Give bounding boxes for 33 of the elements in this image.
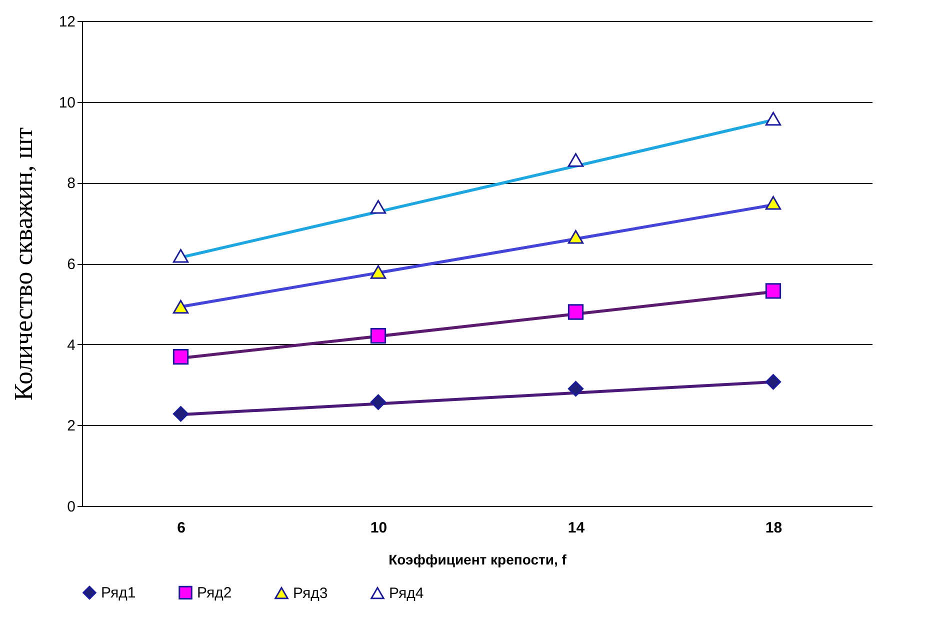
legend-label: Ряд1 (101, 584, 136, 602)
y-tick-label: 6 (67, 256, 76, 273)
legend-label: Ряд4 (389, 585, 424, 602)
point (568, 153, 584, 167)
y-axis-title: Количество скважин, шт (8, 127, 38, 401)
x-tick-label: 18 (765, 520, 782, 536)
x-tick-label: 10 (370, 520, 388, 536)
y-tick-label: 10 (58, 94, 76, 112)
point (765, 112, 782, 126)
point (765, 374, 782, 390)
y-tick-label: 8 (67, 175, 76, 192)
point (765, 283, 782, 299)
point (568, 230, 584, 244)
point (370, 200, 386, 214)
point (568, 380, 584, 397)
point (370, 328, 386, 344)
y-tick-label: 12 (58, 14, 76, 30)
y-tick-label: 0 (67, 498, 76, 516)
x-tick-label: 6 (177, 520, 186, 536)
y-tick-label: 4 (67, 336, 76, 354)
point (568, 304, 584, 320)
point (765, 196, 782, 210)
x-axis-title: Коэффициент крепости, f (388, 552, 567, 568)
point (370, 394, 386, 410)
point (172, 406, 189, 422)
point (370, 265, 386, 279)
y-tick-label: 2 (67, 418, 76, 435)
x-tick-label: 14 (568, 520, 586, 536)
legend-label: Ряд3 (293, 585, 328, 602)
point (172, 300, 189, 314)
point (172, 248, 189, 263)
legend-label: Ряд2 (197, 584, 232, 602)
point (172, 349, 189, 365)
